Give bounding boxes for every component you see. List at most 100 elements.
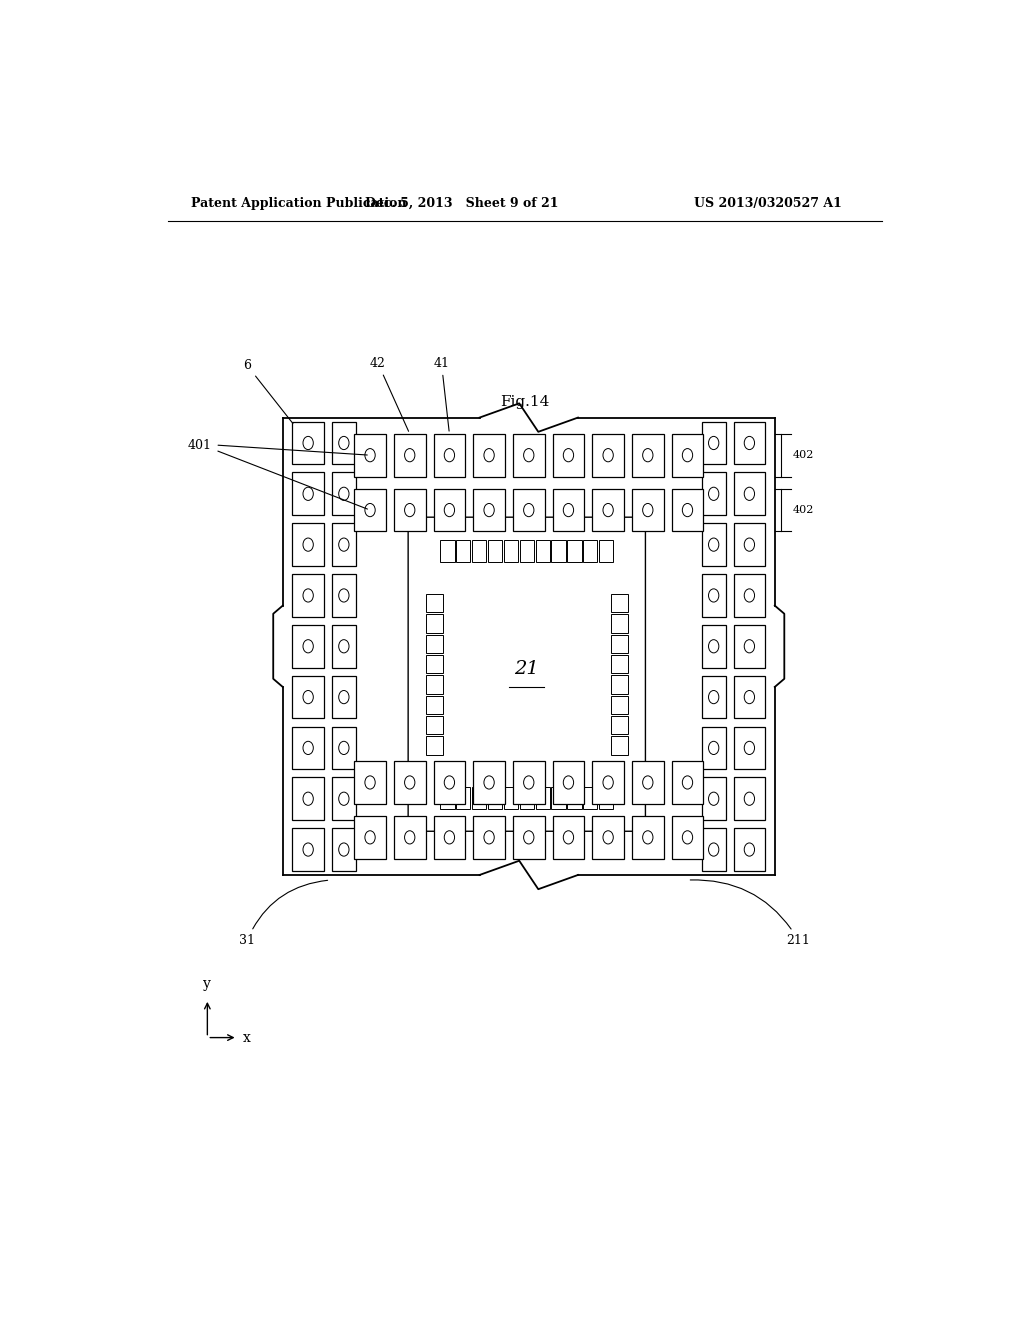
Bar [592,434,624,477]
Bar [504,540,518,562]
FancyBboxPatch shape [409,517,645,832]
Text: x: x [243,1031,251,1044]
Bar [440,787,455,809]
Text: 42: 42 [370,356,409,432]
Bar [599,540,613,562]
Bar [701,421,726,465]
Bar [733,473,765,515]
Bar [487,540,502,562]
Text: 401: 401 [187,438,211,451]
Bar [583,787,597,809]
Bar [592,816,624,859]
Bar [394,816,426,859]
Bar [513,488,545,532]
Bar [733,676,765,718]
Bar [701,777,726,820]
Bar [553,434,585,477]
Bar [632,488,664,532]
Bar [592,762,624,804]
Bar [487,787,502,809]
Text: 41: 41 [433,356,450,432]
Text: Fig.14: Fig.14 [500,395,550,409]
Text: Dec. 5, 2013   Sheet 9 of 21: Dec. 5, 2013 Sheet 9 of 21 [365,197,558,210]
Bar [610,614,628,632]
Bar [426,696,443,714]
Bar [426,676,443,693]
Bar [551,540,565,562]
Bar [426,594,443,612]
Bar [332,421,355,465]
Bar [292,676,324,718]
Bar [519,540,534,562]
Bar [610,635,628,653]
Bar [332,828,355,871]
Bar [610,696,628,714]
Bar [332,726,355,770]
Bar [701,828,726,871]
Bar [733,624,765,668]
Text: 402: 402 [793,506,814,515]
Bar [394,434,426,477]
Bar [292,726,324,770]
Bar [733,726,765,770]
Bar [733,421,765,465]
Bar [567,787,582,809]
Text: 402: 402 [793,450,814,461]
Bar [292,574,324,616]
Bar [354,488,386,532]
Bar [701,676,726,718]
Bar [433,488,465,532]
Bar [513,762,545,804]
Text: 31: 31 [239,880,328,946]
Bar [426,715,443,734]
Bar [632,434,664,477]
Bar [472,787,486,809]
Bar [456,787,470,809]
Bar [426,635,443,653]
Bar [610,737,628,755]
Text: US 2013/0320527 A1: US 2013/0320527 A1 [694,197,842,210]
Bar [733,574,765,616]
Bar [513,434,545,477]
Bar [332,574,355,616]
Text: Patent Application Publication: Patent Application Publication [191,197,407,210]
Bar [292,421,324,465]
Bar [332,676,355,718]
Bar [332,777,355,820]
Bar [551,787,565,809]
Bar [610,676,628,693]
Bar [292,777,324,820]
Text: 6: 6 [243,359,293,424]
Bar [513,816,545,859]
Bar [332,523,355,566]
Bar [592,488,624,532]
Bar [672,488,703,532]
Bar [632,816,664,859]
Bar [354,762,386,804]
Bar [672,816,703,859]
Bar [504,787,518,809]
Bar [426,737,443,755]
Bar [433,434,465,477]
Bar [473,488,505,532]
Bar [332,624,355,668]
Bar [433,816,465,859]
Bar [610,715,628,734]
Bar [610,655,628,673]
Bar [701,574,726,616]
Bar [473,434,505,477]
Bar [733,828,765,871]
Bar [553,816,585,859]
Bar [292,523,324,566]
Bar [536,787,550,809]
Bar [440,540,455,562]
Bar [456,540,470,562]
Bar [426,614,443,632]
Bar [610,594,628,612]
Bar [536,540,550,562]
Bar [733,777,765,820]
Bar [354,816,386,859]
Bar [354,434,386,477]
Text: 21: 21 [514,660,540,678]
Bar [567,540,582,562]
